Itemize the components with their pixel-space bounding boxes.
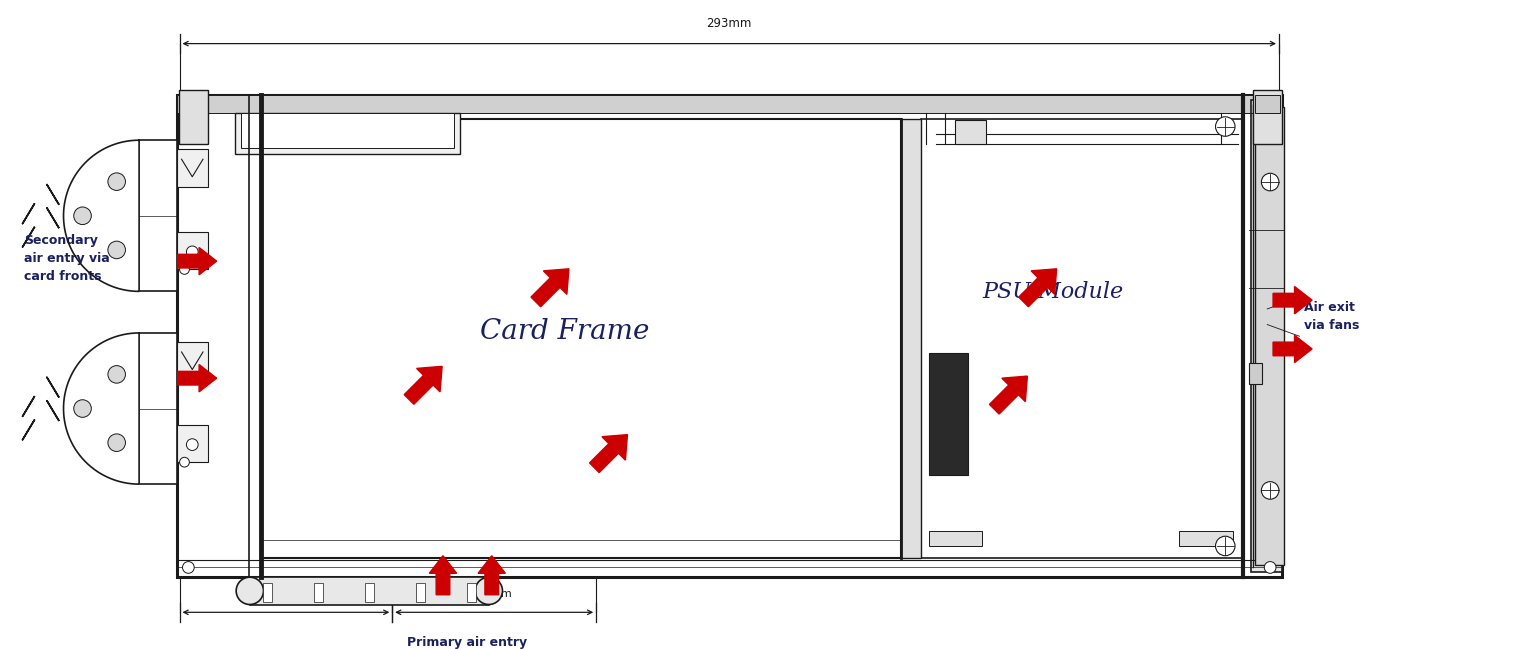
Polygon shape: [430, 556, 457, 594]
Polygon shape: [1273, 286, 1312, 314]
Polygon shape: [1273, 336, 1312, 363]
Bar: [1253, 90, 1282, 144]
Circle shape: [1261, 173, 1279, 191]
Bar: [140, 333, 176, 484]
Circle shape: [475, 577, 503, 604]
Bar: [1179, 532, 1233, 546]
Polygon shape: [178, 365, 217, 392]
Bar: [176, 342, 208, 379]
Circle shape: [187, 246, 197, 258]
Polygon shape: [1019, 269, 1057, 307]
Bar: [235, 113, 460, 154]
Bar: [1255, 107, 1284, 565]
Text: PSU Module: PSU Module: [983, 282, 1123, 303]
Circle shape: [108, 241, 126, 259]
Text: Secondary
air entry via
card fronts: Secondary air entry via card fronts: [24, 234, 111, 283]
Text: Air exit
via fans: Air exit via fans: [1305, 301, 1360, 332]
Bar: [416, 583, 425, 602]
Bar: [176, 425, 208, 462]
Circle shape: [108, 173, 126, 190]
Bar: [365, 583, 374, 602]
Text: Card Frame: Card Frame: [480, 318, 650, 345]
Polygon shape: [478, 556, 506, 594]
Bar: [928, 532, 983, 546]
Circle shape: [74, 207, 91, 225]
Circle shape: [235, 577, 263, 604]
Text: 293mm: 293mm: [706, 17, 752, 30]
Bar: [179, 90, 208, 144]
Circle shape: [108, 434, 126, 452]
Circle shape: [1264, 561, 1276, 573]
Text: Primary air entry: Primary air entry: [407, 636, 527, 649]
Bar: [176, 95, 1282, 113]
Circle shape: [108, 365, 126, 383]
Circle shape: [182, 561, 194, 573]
Text: 63mm: 63mm: [267, 589, 304, 598]
Bar: [1249, 363, 1262, 384]
Polygon shape: [404, 366, 442, 404]
Bar: [140, 140, 176, 291]
Bar: [314, 583, 322, 602]
Polygon shape: [989, 376, 1027, 414]
Polygon shape: [64, 333, 140, 484]
Circle shape: [74, 400, 91, 417]
FancyBboxPatch shape: [176, 95, 1282, 577]
Bar: [1250, 100, 1282, 572]
Bar: [928, 353, 968, 475]
Bar: [955, 119, 986, 144]
Bar: [242, 113, 454, 148]
Polygon shape: [64, 140, 140, 291]
Polygon shape: [178, 247, 217, 275]
Bar: [176, 149, 208, 186]
Circle shape: [1215, 117, 1235, 136]
Bar: [263, 583, 272, 602]
Bar: [466, 583, 475, 602]
Circle shape: [179, 265, 190, 275]
Bar: [176, 95, 1282, 113]
Circle shape: [1215, 536, 1235, 556]
Circle shape: [179, 458, 190, 467]
Bar: [261, 119, 901, 557]
Bar: [176, 232, 208, 269]
Bar: [921, 119, 1243, 557]
Circle shape: [187, 439, 197, 450]
Bar: [1255, 95, 1281, 113]
Polygon shape: [589, 435, 627, 472]
Circle shape: [1261, 482, 1279, 499]
Polygon shape: [532, 269, 570, 307]
Bar: [249, 577, 489, 604]
Bar: [901, 119, 921, 557]
Text: 65mm: 65mm: [477, 589, 512, 598]
